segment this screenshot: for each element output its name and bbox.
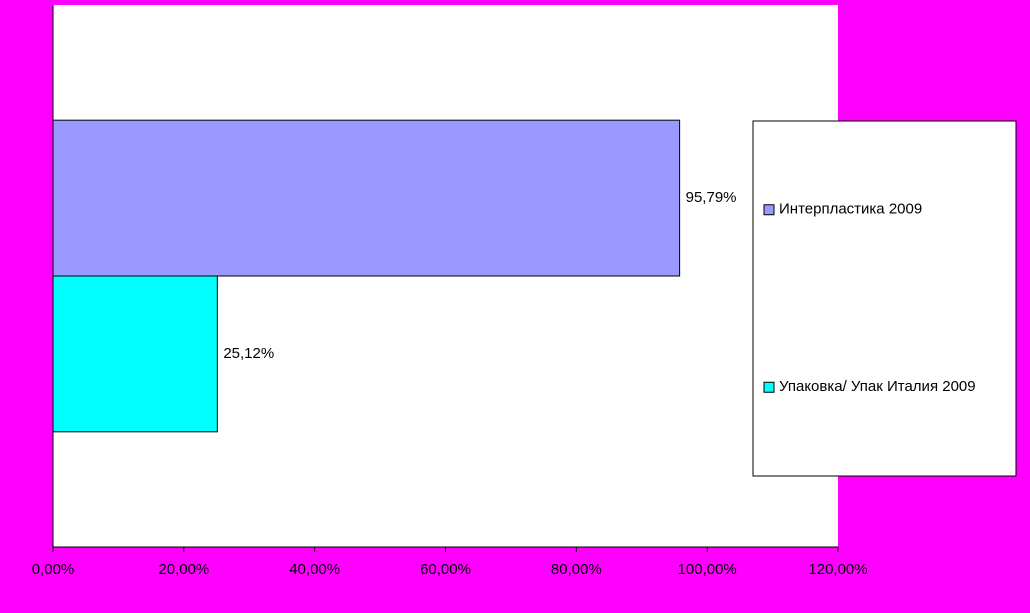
- value-label: 95,79%: [686, 189, 737, 206]
- legend-swatch: [763, 381, 775, 393]
- x-tick-label: 20,00%: [158, 561, 209, 578]
- x-tick-label: 100,00%: [678, 561, 737, 578]
- x-tick-label: 0,00%: [32, 561, 75, 578]
- legend-label: Интерпластика 2009: [779, 201, 922, 218]
- value-label: 25,12%: [223, 345, 274, 362]
- bar: [52, 119, 681, 277]
- legend-box: [752, 120, 1017, 477]
- x-tick-label: 120,00%: [808, 561, 867, 578]
- x-tick-label: 60,00%: [420, 561, 471, 578]
- x-tick-label: 80,00%: [551, 561, 602, 578]
- legend-swatch: [763, 204, 775, 216]
- x-tick-label: 40,00%: [289, 561, 340, 578]
- legend-label: Упаковка/ Упак Италия 2009: [779, 378, 976, 395]
- bar: [52, 275, 218, 433]
